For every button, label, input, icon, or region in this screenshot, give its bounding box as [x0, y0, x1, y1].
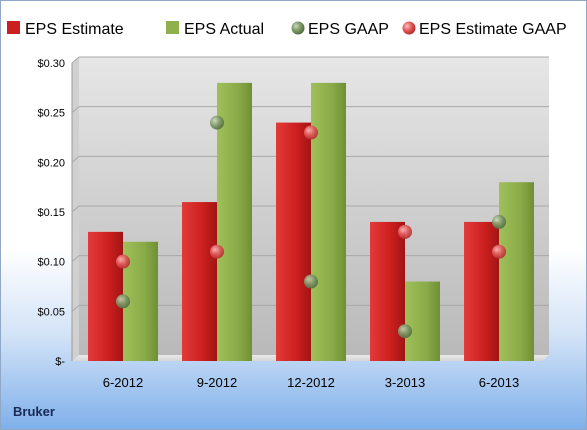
legend-label-eps-estimate-gaap: EPS Estimate GAAP — [419, 21, 567, 38]
bar-eps-actual — [405, 281, 440, 361]
marker-eps-estimate-gaap — [398, 224, 412, 239]
y-tick-label: $- — [55, 356, 65, 368]
gridline-diagonal — [71, 155, 80, 163]
bar-eps-estimate — [182, 202, 217, 361]
bar-eps-actual — [499, 182, 534, 361]
y-tick-label: $0.30 — [37, 58, 65, 70]
gridline-diagonal — [71, 205, 80, 213]
legend-swatch-eps-actual — [166, 21, 179, 34]
marker-eps-gaap — [398, 324, 412, 339]
markers — [116, 115, 506, 339]
gridline-diagonal — [71, 56, 80, 64]
y-axis-ticks: $- $0.05 $0.10 $0.15 $0.20 $0.25 $0.30 — [37, 58, 65, 368]
legend-item-eps-gaap: EPS GAAP — [291, 21, 389, 38]
x-category-label: 6-2013 — [479, 375, 519, 390]
marker-eps-estimate-gaap — [116, 254, 130, 269]
marker-eps-gaap — [492, 214, 506, 229]
bar-eps-actual — [217, 82, 252, 361]
gridline-diagonal — [71, 304, 80, 312]
gridline-diagonal — [71, 255, 80, 263]
y-tick-label: $0.20 — [37, 157, 65, 169]
bar-eps-estimate — [464, 221, 499, 361]
y-tick-label: $0.25 — [37, 108, 65, 120]
marker-eps-estimate-gaap — [304, 125, 318, 140]
legend-swatch-eps-estimate — [7, 21, 20, 34]
legend-label-eps-estimate: EPS Estimate — [25, 21, 124, 38]
x-category-label: 9-2012 — [197, 375, 237, 390]
bar-eps-actual — [311, 82, 346, 361]
marker-eps-gaap — [304, 274, 318, 289]
y-tick-label: $0.05 — [37, 306, 65, 318]
company-label: Bruker — [13, 404, 55, 419]
marker-eps-estimate-gaap — [492, 244, 506, 259]
bar-eps-estimate — [276, 122, 311, 361]
x-category-label: 3-2013 — [385, 375, 425, 390]
marker-eps-estimate-gaap — [210, 244, 224, 259]
bar-eps-estimate — [370, 221, 405, 361]
legend-label-eps-actual: EPS Actual — [184, 21, 264, 38]
gridline-diagonal — [71, 106, 80, 114]
x-axis-categories: 6-2012 9-2012 12-2012 3-2013 6-2013 — [103, 375, 519, 390]
y-tick-label: $0.10 — [37, 257, 65, 269]
legend-item-eps-estimate-gaap: EPS Estimate GAAP — [402, 21, 567, 38]
legend-item-eps-actual: EPS Actual — [166, 21, 264, 38]
bar-eps-estimate — [88, 231, 123, 361]
legend-swatch-eps-estimate-gaap — [402, 21, 416, 35]
legend-label-eps-gaap: EPS GAAP — [308, 21, 389, 38]
marker-eps-gaap — [210, 115, 224, 130]
legend: EPS Estimate EPS Actual EPS GAAP EPS Est… — [7, 21, 567, 38]
legend-item-eps-estimate: EPS Estimate — [7, 21, 124, 38]
marker-eps-gaap — [116, 294, 130, 309]
x-category-label: 6-2012 — [103, 375, 143, 390]
y-tick-label: $0.15 — [37, 207, 65, 219]
legend-swatch-eps-gaap — [291, 21, 305, 35]
x-category-label: 12-2012 — [287, 375, 335, 390]
